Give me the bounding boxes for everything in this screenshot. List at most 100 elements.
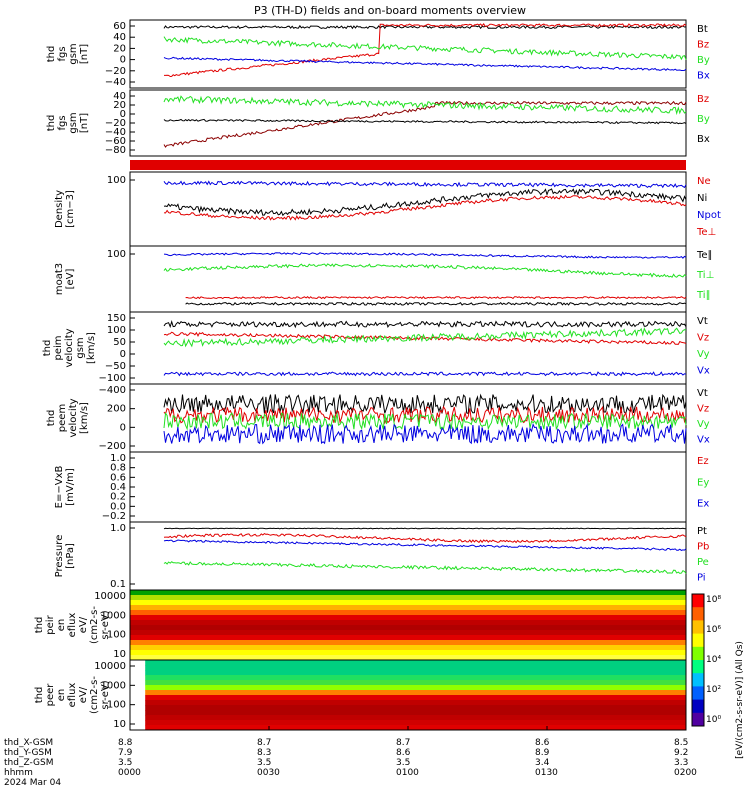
te-par-line	[185, 301, 687, 306]
spectrogram-cell	[509, 630, 515, 636]
spectrogram-cell	[468, 660, 475, 666]
colorbar-cell	[692, 660, 704, 674]
spectrogram-cell	[342, 605, 348, 611]
spectrogram-cell	[190, 685, 197, 691]
spectrogram-cell	[362, 650, 369, 656]
spectrogram-cell	[317, 720, 323, 726]
ylabel-line: eV/	[78, 616, 89, 633]
spectrogram-cell	[600, 700, 606, 706]
spectrogram-cell	[579, 605, 586, 611]
spectrogram-cell	[271, 635, 278, 641]
spectrogram-cell	[544, 655, 551, 661]
spectrogram-cell	[468, 605, 475, 611]
panel-ylabel: thdpeimvelocitygsm[km/s]	[42, 328, 97, 367]
spectrogram-cell	[564, 650, 571, 656]
spectrogram-cell	[539, 725, 545, 731]
spectrogram-cell	[322, 725, 328, 731]
spectrogram-cell	[246, 630, 252, 636]
spectrogram-cell	[357, 645, 364, 651]
spectrogram-cell	[418, 655, 424, 661]
ylabel-line: peir	[45, 614, 56, 634]
spectrogram-cell	[236, 655, 242, 661]
spectrogram-cell	[200, 655, 207, 661]
y-tick-label: 0.1	[110, 579, 126, 590]
spectrogram-cell	[514, 645, 520, 651]
spectrogram-cell	[534, 610, 540, 616]
te-perp-line	[163, 252, 687, 259]
spectrogram-cell	[256, 690, 262, 696]
spectrogram-cell	[549, 590, 556, 596]
spectrogram-cell	[559, 595, 566, 601]
spectrogram-cell	[468, 725, 475, 731]
spectrogram-cell	[210, 645, 217, 651]
spectrogram-cell	[266, 600, 273, 606]
spectrogram-cell	[630, 625, 636, 631]
spectrogram-cell	[387, 720, 394, 726]
y-tick-label: 0.0	[110, 501, 126, 512]
spectrogram-cell	[680, 700, 687, 706]
spectrogram-cell	[215, 615, 222, 621]
spectrogram-cell	[175, 695, 182, 701]
spectrogram-cell	[590, 705, 596, 711]
spectrogram-cell	[382, 660, 389, 666]
spectrogram-cell	[514, 630, 520, 636]
legend-ni: Ni	[697, 193, 707, 204]
spectrogram-cell	[519, 595, 525, 601]
spectrogram-cell	[145, 715, 151, 721]
spectrogram-cell	[650, 600, 657, 606]
spectrogram-cell	[595, 705, 601, 711]
spectrogram-cell	[514, 605, 520, 611]
panel-ylabel: E=−VxB[mV/m]	[54, 466, 76, 509]
spectrogram-cell	[367, 650, 374, 656]
spectrogram-cell	[387, 710, 394, 716]
panel-stack: thdfgsgsm[nT]6040200−20−40BtBzByBxthdfgs…	[34, 19, 745, 759]
spectrogram-cell	[286, 640, 293, 646]
spectrogram-cell	[256, 615, 262, 621]
spectrogram-cell	[215, 695, 222, 701]
spectrogram-cell	[392, 665, 399, 671]
spectrogram-cell	[418, 675, 424, 681]
spectrogram-cell	[574, 655, 581, 661]
spectrogram-cell	[423, 665, 429, 671]
y-tick-label: 40	[113, 32, 126, 43]
spectrogram-cell	[524, 595, 530, 601]
colorbar-cell	[692, 686, 704, 701]
spectrogram-cell	[276, 710, 283, 716]
x-row-value: 8.7	[396, 738, 410, 748]
spectrogram-cell	[433, 600, 439, 606]
spectrogram-cell	[175, 725, 182, 731]
spectrogram-cell	[402, 725, 409, 731]
spectrogram-cell	[327, 720, 333, 726]
spectrogram-cell	[423, 700, 429, 706]
colorbar-cell	[692, 620, 704, 635]
spectrogram-cell	[675, 710, 682, 716]
spectrogram-cell	[595, 630, 601, 636]
spectrogram-cell	[544, 640, 551, 646]
spectrogram-cell	[468, 655, 475, 661]
spectrogram-cell	[362, 705, 369, 711]
spectrogram-cell	[534, 645, 540, 651]
spectrogram-cell	[221, 720, 227, 726]
spectrogram-cell	[347, 635, 353, 641]
spectrogram-cell	[266, 645, 273, 651]
spectrogram-cell	[306, 620, 313, 626]
spectrogram-cell	[195, 645, 202, 651]
spectrogram-cell	[584, 625, 591, 631]
spectrogram-cell	[241, 650, 247, 656]
spectrogram-cell	[296, 635, 303, 641]
spectrogram-cell	[675, 640, 682, 646]
spectrogram-cell	[670, 670, 677, 676]
spectrogram-cell	[625, 690, 631, 696]
spectrogram-cell	[367, 695, 374, 701]
spectrogram-cell	[413, 630, 419, 636]
spectrogram-cell	[337, 690, 343, 696]
spectrogram-cell	[514, 620, 520, 626]
spectrogram-cell	[195, 665, 202, 671]
spectrogram-cell	[195, 725, 202, 731]
spectrogram-cell	[337, 650, 343, 656]
spectrogram-cell	[559, 600, 566, 606]
spectrogram-cell	[327, 630, 333, 636]
spectrogram-cell	[438, 670, 444, 676]
spectrogram-cell	[655, 700, 662, 706]
spectrogram-cell	[595, 610, 601, 616]
